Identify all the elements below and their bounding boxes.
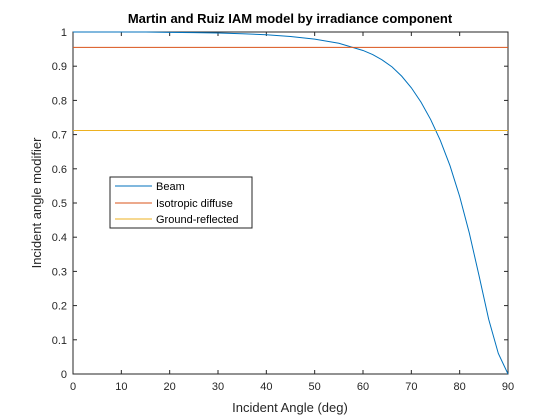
y-tick-label: 0.3: [52, 266, 67, 278]
y-tick-label: 0.4: [52, 232, 67, 244]
x-tick-label: 10: [115, 381, 127, 393]
y-axis-label: Incident angle modifier: [29, 137, 44, 268]
y-tick-label: 0.1: [52, 335, 67, 347]
x-tick-label: 0: [70, 381, 76, 393]
y-axis-ticks: 0 0.1 0.2 0.3 0.4 0.5 0.6 0.7 0.8 0.9 1: [52, 27, 508, 381]
legend: Beam Isotropic diffuse Ground-reflected: [109, 176, 253, 229]
x-axis-ticks: 0 10 20 30 40 50 60 70 80 90: [70, 32, 514, 393]
y-tick-label: 0.2: [52, 301, 67, 313]
series-lines: [73, 31, 509, 375]
y-tick-label: 0: [61, 369, 67, 381]
y-tick-label: 1: [61, 27, 67, 39]
x-tick-label: 30: [212, 381, 224, 393]
y-tick-label: 0.9: [52, 61, 67, 73]
x-tick-label: 20: [164, 381, 176, 393]
chart-title: Martin and Ruiz IAM model by irradiance …: [128, 11, 453, 26]
series-line-beam: [73, 31, 509, 375]
x-tick-label: 70: [405, 381, 417, 393]
legend-label-isotropic-diffuse: Isotropic diffuse: [156, 198, 233, 210]
x-tick-label: 50: [309, 381, 321, 393]
y-tick-label: 0.7: [52, 130, 67, 142]
x-axis-label: Incident Angle (deg): [232, 400, 348, 415]
y-tick-label: 0.5: [52, 198, 67, 210]
x-tick-label: 80: [454, 381, 466, 393]
y-tick-label: 0.6: [52, 164, 67, 176]
legend-label-ground-reflected: Ground-reflected: [156, 214, 239, 226]
x-tick-label: 90: [502, 381, 514, 393]
y-tick-label: 0.8: [52, 95, 67, 107]
legend-label-beam: Beam: [156, 181, 185, 193]
x-tick-label: 40: [260, 381, 272, 393]
x-tick-label: 60: [357, 381, 369, 393]
